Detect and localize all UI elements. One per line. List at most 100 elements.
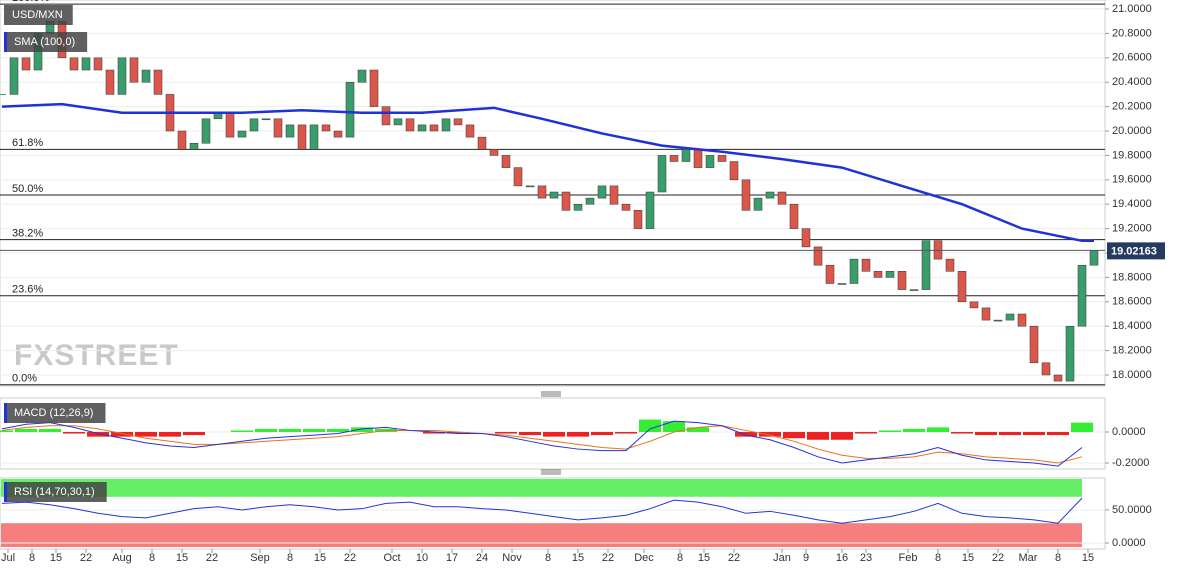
candle bbox=[549, 191, 559, 199]
candle bbox=[93, 57, 103, 71]
candle bbox=[1089, 250, 1099, 266]
panel-divider[interactable] bbox=[541, 391, 561, 397]
candle bbox=[129, 57, 139, 83]
macd-histogram-bar bbox=[687, 427, 709, 432]
indicator-title-box bbox=[4, 482, 107, 502]
candle bbox=[945, 258, 955, 272]
macd-histogram-bar bbox=[639, 419, 661, 432]
candle bbox=[681, 149, 691, 162]
candle bbox=[321, 124, 331, 132]
candle bbox=[825, 264, 835, 284]
y-tick-label: 18.4000 bbox=[1112, 320, 1152, 332]
x-tick-label: Jul bbox=[1, 552, 15, 564]
candle bbox=[981, 307, 991, 321]
candle bbox=[441, 118, 451, 132]
indicator-stripe bbox=[4, 32, 7, 52]
candle bbox=[513, 167, 523, 187]
x-tick-label: Oct bbox=[383, 552, 400, 564]
macd-histogram-bar bbox=[111, 431, 133, 437]
x-tick-label: 15 bbox=[962, 552, 974, 564]
y-tick-label: 20.8000 bbox=[1112, 27, 1152, 39]
candle bbox=[1029, 325, 1039, 364]
candle bbox=[225, 112, 235, 138]
candle bbox=[9, 57, 19, 95]
y-tick-label: 20.2000 bbox=[1112, 101, 1152, 113]
macd-histogram-bar bbox=[951, 431, 973, 434]
macd-histogram-bar bbox=[255, 428, 277, 432]
fib-label: 38.2% bbox=[12, 227, 43, 239]
candle bbox=[873, 271, 883, 278]
candle bbox=[453, 118, 463, 126]
macd-histogram-bar bbox=[567, 431, 589, 437]
x-tick-label: 22 bbox=[728, 552, 740, 564]
y-tick-label: 21.0000 bbox=[1112, 3, 1152, 15]
y-tick-label: 18.0000 bbox=[1112, 369, 1152, 381]
indicator-stripe bbox=[4, 403, 7, 423]
macd-histogram-bar bbox=[63, 431, 85, 434]
candle bbox=[801, 228, 811, 248]
macd-histogram-bar bbox=[87, 431, 109, 437]
y-tick-label: 20.0000 bbox=[1112, 125, 1152, 137]
candle bbox=[105, 69, 115, 95]
y-tick-label: 18.8000 bbox=[1112, 271, 1152, 283]
x-tick-label: Mar bbox=[1019, 552, 1038, 564]
x-tick-label: 15 bbox=[1082, 552, 1094, 564]
macd-line bbox=[1, 420, 1083, 467]
macd-histogram-bar bbox=[1047, 431, 1069, 436]
x-tick-label: 8 bbox=[29, 552, 35, 564]
candle bbox=[1053, 374, 1063, 382]
macd-histogram-bar bbox=[903, 428, 925, 432]
candle bbox=[609, 185, 619, 205]
macd-histogram-bar bbox=[351, 427, 373, 432]
candle bbox=[957, 271, 967, 303]
macd-histogram-bar bbox=[423, 431, 445, 434]
macd-histogram-bar bbox=[159, 431, 181, 437]
x-tick-label: 10 bbox=[416, 552, 428, 564]
macd-histogram-bar bbox=[927, 427, 949, 432]
candle bbox=[741, 179, 751, 211]
macd-histogram-bar bbox=[1023, 431, 1045, 436]
candle bbox=[429, 124, 439, 132]
candle bbox=[501, 155, 511, 168]
indicator-title: SMA (100,0) bbox=[14, 36, 75, 48]
indicator-title-box bbox=[4, 403, 106, 423]
indicator-title: MACD (12,26,9) bbox=[14, 407, 93, 419]
fib-label: 50.0% bbox=[12, 183, 43, 195]
x-tick-label: 22 bbox=[80, 552, 92, 564]
candle bbox=[633, 210, 643, 229]
candle bbox=[729, 161, 739, 181]
x-tick-label: 15 bbox=[50, 552, 62, 564]
indicator-title-box bbox=[4, 5, 73, 25]
y-tick-label: 19.4000 bbox=[1112, 198, 1152, 210]
candle bbox=[585, 197, 595, 205]
x-tick-label: 15 bbox=[176, 552, 188, 564]
x-tick-label: 16 bbox=[836, 552, 848, 564]
macd-histogram-bar bbox=[783, 431, 805, 439]
candle bbox=[1005, 313, 1015, 321]
candle bbox=[717, 155, 727, 162]
candle bbox=[381, 106, 391, 126]
macd-histogram-bar bbox=[999, 431, 1021, 436]
candle bbox=[201, 118, 211, 144]
candle bbox=[1077, 264, 1087, 327]
candle bbox=[969, 301, 979, 309]
candle bbox=[765, 191, 775, 199]
macd-histogram-bar bbox=[447, 431, 469, 434]
macd-histogram-bar bbox=[855, 431, 877, 434]
x-tick-label: Nov bbox=[502, 552, 522, 564]
candle bbox=[261, 118, 271, 121]
x-tick-label: Dec bbox=[634, 552, 654, 564]
candle bbox=[645, 191, 655, 229]
candle bbox=[705, 155, 715, 168]
x-tick-label: 8 bbox=[935, 552, 941, 564]
candle bbox=[405, 118, 415, 132]
candle bbox=[465, 124, 475, 138]
macd-histogram-bar bbox=[807, 431, 829, 440]
y-tick-label: -0.2000 bbox=[1112, 457, 1149, 469]
last-price-label: 19.02163 bbox=[1111, 245, 1157, 257]
macd-histogram-bar bbox=[495, 431, 517, 434]
panel-divider[interactable] bbox=[541, 469, 561, 475]
overbought-zone bbox=[1, 479, 1082, 497]
rsi-line bbox=[1, 497, 1083, 524]
x-tick-label: 8 bbox=[287, 552, 293, 564]
